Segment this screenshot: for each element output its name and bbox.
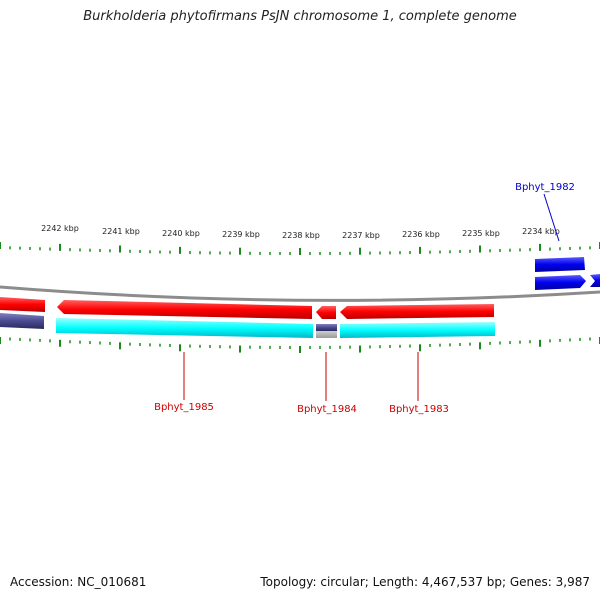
genome-summary-text: Topology: circular; Length: 4,467,537 bp… <box>260 575 590 589</box>
scale-label: 2241 kbp <box>102 227 140 236</box>
reverse-strand-genes <box>56 318 495 338</box>
gene-block-cyan-1985[interactable] <box>56 318 313 338</box>
gene-arrow-blue[interactable] <box>535 275 586 290</box>
gene-labels: Bphyt_1982 Bphyt_1985 Bphyt_1984 Bphyt_1… <box>154 182 575 415</box>
scale-label: 2235 kbp <box>462 229 500 238</box>
gene-leader-lines <box>183 193 560 401</box>
gene-block-navy-1984[interactable] <box>316 324 337 331</box>
gene-label-bphyt-1984[interactable]: Bphyt_1984 <box>297 404 357 415</box>
leader-line-bphyt-1982 <box>543 193 560 242</box>
gene-arrow-bphyt-1985[interactable] <box>0 297 45 312</box>
forward-strand-genes <box>0 257 600 329</box>
gene-arrow-blue-edge[interactable] <box>590 274 600 287</box>
gene-label-bphyt-1982[interactable]: Bphyt_1982 <box>515 182 575 193</box>
scale-label: 2242 kbp <box>41 224 79 233</box>
scale-label: 2239 kbp <box>222 230 260 239</box>
genome-backbone <box>0 285 600 302</box>
gene-block-grey-1984[interactable] <box>316 331 337 338</box>
gene-arrow-bphyt-1983[interactable] <box>340 304 494 319</box>
scale-label: 2234 kbp <box>522 227 560 236</box>
gene-label-bphyt-1983[interactable]: Bphyt_1983 <box>389 404 449 415</box>
gene-block-cyan-1983[interactable] <box>340 322 495 338</box>
scale-label: 2237 kbp <box>342 231 380 240</box>
gene-arrow-bphyt-1982[interactable] <box>535 257 585 272</box>
gene-label-bphyt-1985[interactable]: Bphyt_1985 <box>154 402 214 413</box>
scale-label: 2236 kbp <box>402 230 440 239</box>
scale-labels: 2242 kbp 2241 kbp 2240 kbp 2239 kbp 2238… <box>41 224 560 240</box>
scale-label: 2238 kbp <box>282 231 320 240</box>
gene-arrow-navy[interactable] <box>0 313 44 329</box>
accession-text: Accession: NC_010681 <box>10 575 147 589</box>
scale-ticks-bottom <box>0 337 600 353</box>
gene-arrow-bphyt-1985-main[interactable] <box>57 300 312 319</box>
gene-arrow-bphyt-1984[interactable] <box>316 306 336 319</box>
scale-ticks-top <box>0 242 600 255</box>
map-title: Burkholderia phytofirmans PsJN chromosom… <box>83 9 517 24</box>
scale-label: 2240 kbp <box>162 229 200 238</box>
